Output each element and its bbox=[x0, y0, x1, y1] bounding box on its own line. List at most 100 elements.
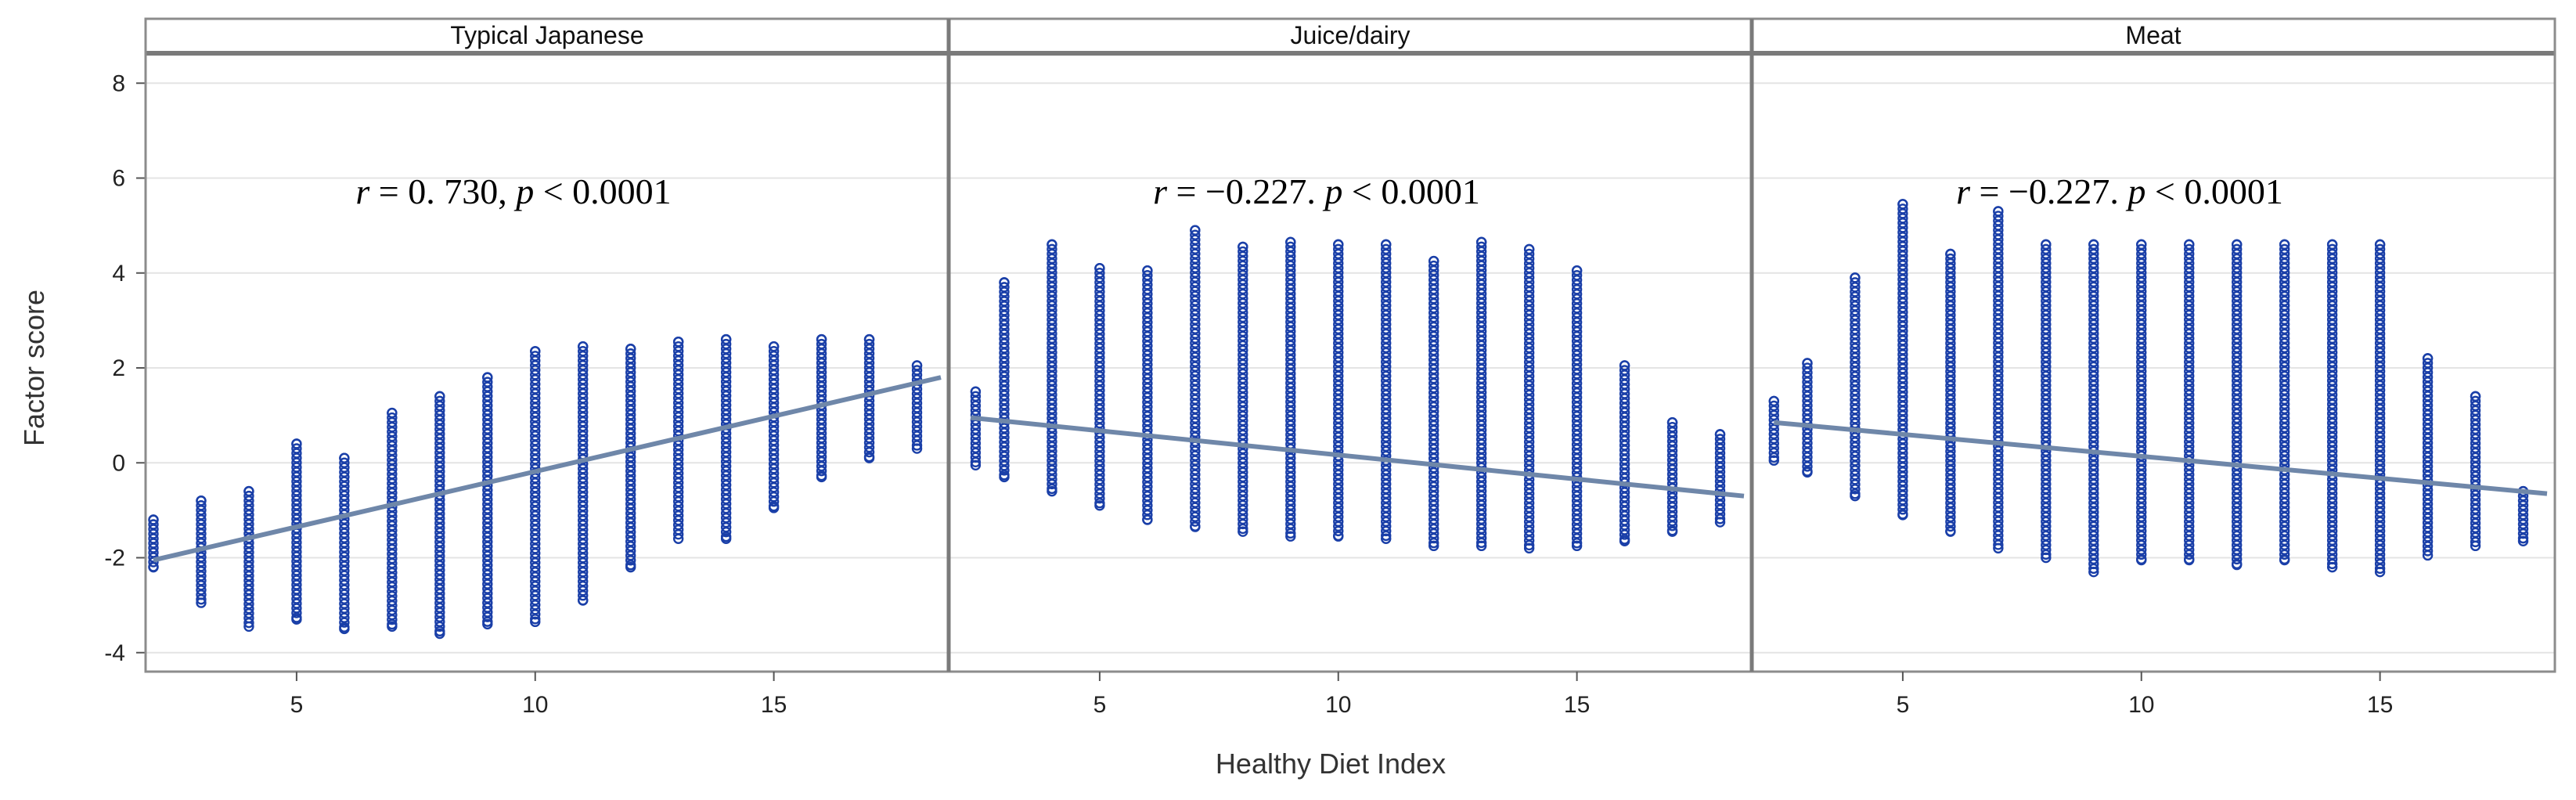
r-symbol: r bbox=[355, 171, 370, 211]
data-point bbox=[148, 561, 159, 573]
data-point bbox=[2231, 553, 2243, 565]
r-value: = −0.227. bbox=[1167, 171, 1324, 211]
p-symbol: p bbox=[1322, 171, 1342, 211]
data-point bbox=[2184, 549, 2195, 560]
data-point bbox=[578, 590, 589, 601]
data-point bbox=[672, 336, 684, 348]
data-point bbox=[2470, 540, 2481, 552]
data-point bbox=[1238, 518, 1248, 530]
data-point bbox=[2374, 563, 2386, 575]
data-point bbox=[2517, 528, 2529, 539]
data-point bbox=[768, 503, 780, 514]
data-point bbox=[625, 344, 636, 355]
data-point bbox=[1428, 532, 1439, 544]
data-point bbox=[970, 456, 982, 468]
data-point bbox=[2136, 549, 2147, 560]
data-point bbox=[999, 465, 1010, 476]
p-value: < 0.0001 bbox=[2145, 171, 2282, 211]
data-point bbox=[1238, 241, 1248, 253]
x-tick-label: 5 bbox=[290, 692, 304, 718]
data-point bbox=[1850, 490, 1861, 502]
data-point bbox=[434, 628, 445, 640]
data-point bbox=[578, 341, 589, 352]
y-tick-label: -4 bbox=[104, 640, 125, 666]
data-point bbox=[339, 617, 350, 628]
data-point bbox=[1142, 514, 1153, 525]
data-point bbox=[625, 561, 636, 573]
data-point bbox=[2041, 239, 2052, 250]
data-point bbox=[1714, 514, 1726, 524]
data-point bbox=[2184, 239, 2195, 250]
data-point bbox=[482, 372, 493, 383]
data-point bbox=[387, 407, 398, 419]
data-point bbox=[863, 333, 875, 345]
x-tick-label: 15 bbox=[1564, 692, 1590, 718]
data-point bbox=[1571, 265, 1583, 276]
data-point bbox=[1428, 255, 1439, 267]
data-point bbox=[2184, 554, 2195, 566]
data-point bbox=[1768, 447, 1779, 459]
data-point bbox=[1768, 395, 1779, 407]
x-tick-label: 10 bbox=[2128, 692, 2154, 718]
data-point bbox=[863, 452, 875, 463]
r-value: = −0.227. bbox=[1970, 171, 2127, 211]
data-point bbox=[2326, 558, 2338, 570]
data-point bbox=[1850, 272, 1861, 283]
data-point bbox=[2088, 566, 2099, 578]
points-series bbox=[148, 333, 923, 640]
data-point bbox=[1238, 526, 1248, 537]
data-point bbox=[672, 528, 684, 540]
data-point bbox=[1285, 528, 1296, 539]
data-point bbox=[1381, 530, 1392, 542]
data-point bbox=[530, 609, 541, 620]
correlation-annotation: r = 0. 730, p < 0.0001 bbox=[355, 171, 671, 211]
y-axis-title: Factor score bbox=[18, 290, 50, 446]
data-point bbox=[1714, 517, 1726, 528]
data-point bbox=[196, 594, 207, 605]
data-point bbox=[625, 555, 636, 566]
data-point bbox=[816, 333, 827, 345]
data-point bbox=[1190, 516, 1201, 527]
data-point bbox=[999, 471, 1010, 483]
data-point bbox=[1850, 484, 1861, 495]
data-point bbox=[1475, 236, 1487, 248]
data-point bbox=[768, 496, 780, 507]
regression-line bbox=[1774, 420, 2548, 496]
data-point bbox=[1523, 542, 1535, 554]
x-tick-label: 5 bbox=[1093, 692, 1107, 718]
y-tick-label: 4 bbox=[112, 261, 125, 286]
r-symbol: r bbox=[1153, 171, 1168, 211]
y-tick-label: 2 bbox=[112, 355, 125, 381]
data-point bbox=[530, 616, 541, 628]
data-point bbox=[1945, 526, 1956, 537]
data-point bbox=[1381, 239, 1392, 250]
data-point bbox=[2517, 535, 2529, 546]
points-series bbox=[970, 225, 1726, 554]
data-point bbox=[1142, 510, 1153, 521]
data-point bbox=[2136, 554, 2147, 566]
data-point bbox=[148, 514, 159, 525]
data-point bbox=[720, 333, 732, 345]
regression-line bbox=[970, 415, 1745, 499]
data-point bbox=[768, 341, 780, 352]
data-point bbox=[196, 597, 207, 608]
data-point bbox=[339, 452, 350, 463]
data-point bbox=[816, 465, 827, 477]
y-tick-label: -2 bbox=[104, 546, 125, 571]
y-tick-label: 6 bbox=[112, 166, 125, 192]
r-symbol: r bbox=[1956, 171, 1971, 211]
data-point bbox=[970, 386, 982, 398]
data-point bbox=[1619, 529, 1630, 540]
panel-title: Meat bbox=[2125, 21, 2181, 49]
data-point bbox=[482, 611, 493, 622]
data-point bbox=[1768, 455, 1779, 466]
data-point bbox=[196, 495, 207, 506]
data-point bbox=[1190, 225, 1201, 236]
x-axis-title: Healthy Diet Index bbox=[1216, 748, 1446, 780]
correlation-annotation: r = −0.227. p < 0.0001 bbox=[1956, 171, 2283, 211]
data-point bbox=[1993, 206, 2004, 217]
data-point bbox=[1897, 199, 1908, 210]
x-tick-label: 5 bbox=[1897, 692, 1910, 718]
data-point bbox=[720, 526, 732, 538]
data-point bbox=[1666, 526, 1678, 537]
